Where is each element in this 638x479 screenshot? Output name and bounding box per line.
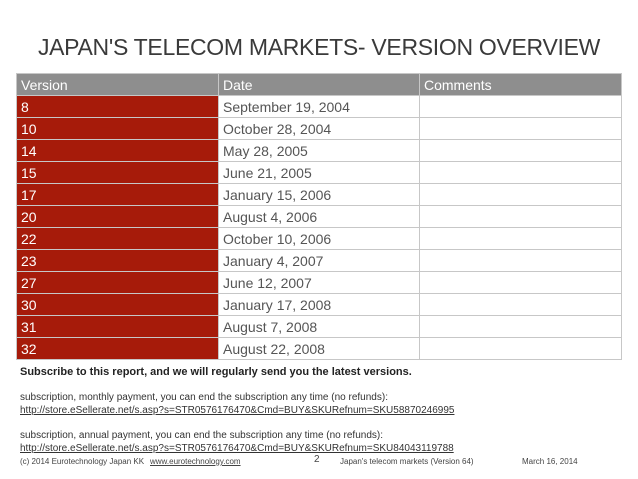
- table-row: 14 May 28, 2005: [16, 139, 622, 162]
- annual-subscription: subscription, annual payment, you can en…: [20, 429, 454, 455]
- version-cell: 20: [16, 205, 219, 228]
- date-cell: January 15, 2006: [218, 183, 420, 206]
- version-cell: 10: [16, 117, 219, 140]
- version-cell: 14: [16, 139, 219, 162]
- table-row: 10 October 28, 2004: [16, 117, 622, 140]
- version-table: Version Date Comments 8 September 19, 200…: [16, 73, 622, 360]
- date-cell: September 19, 2004: [218, 95, 420, 118]
- header-version: Version: [16, 73, 219, 96]
- version-cell: 32: [16, 337, 219, 360]
- annual-subscription-text: subscription, annual payment, you can en…: [20, 430, 383, 441]
- version-cell: 31: [16, 315, 219, 338]
- date-cell: May 28, 2005: [218, 139, 420, 162]
- version-cell: 23: [16, 249, 219, 272]
- date-cell: August 22, 2008: [218, 337, 420, 360]
- version-cell: 22: [16, 227, 219, 250]
- date-cell: January 17, 2008: [218, 293, 420, 316]
- version-cell: 15: [16, 161, 219, 184]
- table-row: 20 August 4, 2006: [16, 205, 622, 228]
- comment-cell: [419, 227, 622, 250]
- comment-cell: [419, 161, 622, 184]
- monthly-subscription-link[interactable]: http://store.eSellerate.net/s.asp?s=STR0…: [20, 405, 455, 416]
- comment-cell: [419, 293, 622, 316]
- version-cell: 8: [16, 95, 219, 118]
- table-row: 23 January 4, 2007: [16, 249, 622, 272]
- table-header-row: Version Date Comments: [16, 73, 622, 96]
- table-row: 31 August 7, 2008: [16, 315, 622, 338]
- page-number: 2: [314, 454, 320, 465]
- date-cell: August 7, 2008: [218, 315, 420, 338]
- monthly-subscription: subscription, monthly payment, you can e…: [20, 391, 454, 417]
- comment-cell: [419, 183, 622, 206]
- date-cell: June 12, 2007: [218, 271, 420, 294]
- version-cell: 30: [16, 293, 219, 316]
- footer-website-container: www.eurotechnology.com: [150, 457, 241, 466]
- table-row: 32 August 22, 2008: [16, 337, 622, 360]
- date-cell: January 4, 2007: [218, 249, 420, 272]
- comment-cell: [419, 139, 622, 162]
- header-comments: Comments: [419, 73, 622, 96]
- version-cell: 27: [16, 271, 219, 294]
- comment-cell: [419, 95, 622, 118]
- date-cell: October 10, 2006: [218, 227, 420, 250]
- comment-cell: [419, 271, 622, 294]
- footer-report-name: Japan's telecom markets (Version 64): [340, 457, 474, 466]
- table-row: 22 October 10, 2006: [16, 227, 622, 250]
- comment-cell: [419, 337, 622, 360]
- header-date: Date: [218, 73, 420, 96]
- table-row: 17 January 15, 2006: [16, 183, 622, 206]
- comment-cell: [419, 205, 622, 228]
- date-cell: June 21, 2005: [218, 161, 420, 184]
- table-row: 15 June 21, 2005: [16, 161, 622, 184]
- version-cell: 17: [16, 183, 219, 206]
- monthly-subscription-text: subscription, monthly payment, you can e…: [20, 392, 388, 403]
- footer-date: March 16, 2014: [522, 457, 578, 466]
- comment-cell: [419, 117, 622, 140]
- footer-copyright: (c) 2014 Eurotechnology Japan KK: [20, 457, 145, 466]
- annual-subscription-link[interactable]: http://store.eSellerate.net/s.asp?s=STR0…: [20, 443, 454, 454]
- subscribe-heading: Subscribe to this report, and we will re…: [20, 366, 412, 378]
- table-row: 27 June 12, 2007: [16, 271, 622, 294]
- date-cell: August 4, 2006: [218, 205, 420, 228]
- date-cell: October 28, 2004: [218, 117, 420, 140]
- table-row: 30 January 17, 2008: [16, 293, 622, 316]
- comment-cell: [419, 315, 622, 338]
- slide-title: JAPAN'S TELECOM MARKETS- VERSION OVERVIE…: [37, 34, 601, 60]
- comment-cell: [419, 249, 622, 272]
- table-row: 8 September 19, 2004: [16, 95, 622, 118]
- footer-website-link[interactable]: www.eurotechnology.com: [150, 457, 241, 466]
